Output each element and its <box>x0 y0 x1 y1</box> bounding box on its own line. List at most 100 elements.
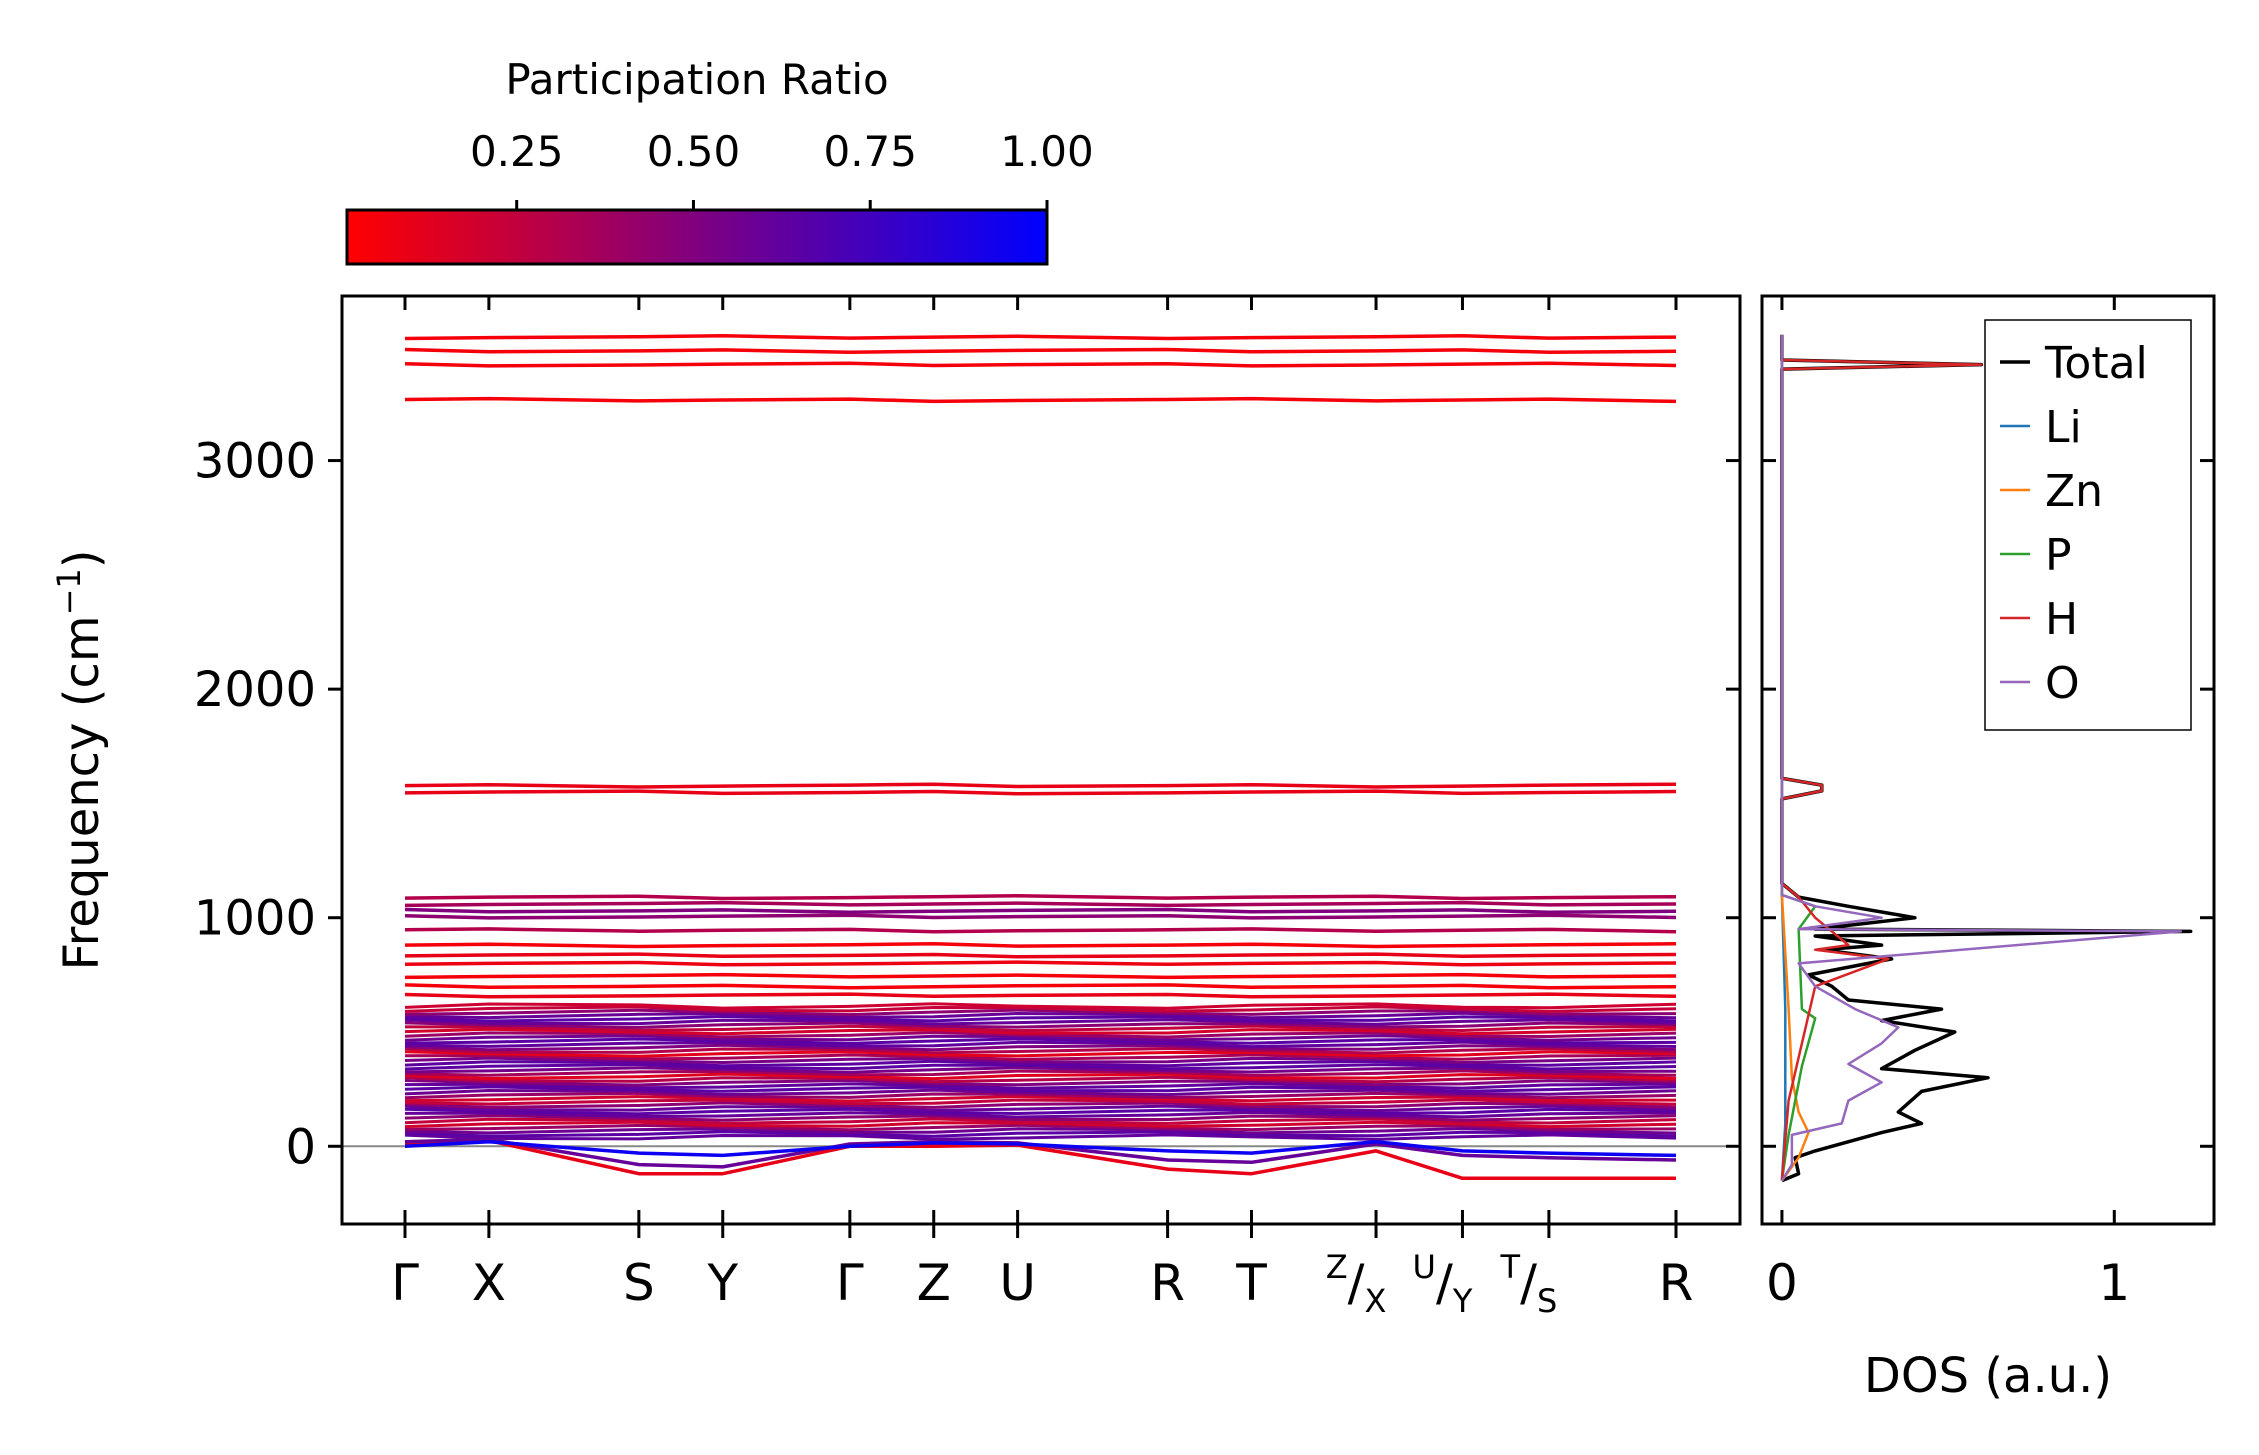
dense-band <box>404 1104 1677 1113</box>
dense-band <box>404 1050 1677 1058</box>
dense-band <box>404 1053 1677 1061</box>
dos-series-h <box>1780 334 1983 1181</box>
dense-band <box>404 1066 1677 1074</box>
dense-band <box>404 1114 1677 1122</box>
k-point-label: S <box>623 1254 655 1312</box>
dense-band <box>404 1005 1677 1013</box>
flat-band <box>404 894 1677 901</box>
dense-band <box>404 1120 1677 1129</box>
dos-x-tick-label: 0 <box>1766 1254 1798 1312</box>
dos-x-tick-label: 1 <box>2098 1254 2130 1312</box>
dos-axes-frame <box>1760 294 2216 1226</box>
dense-band <box>404 1098 1677 1106</box>
flat-band <box>404 913 1677 920</box>
band-axes-frame <box>340 294 1742 1226</box>
y-tick-label: 0 <box>285 1119 316 1175</box>
y-tick-label: 3000 <box>194 434 316 490</box>
flat-band <box>404 907 1677 914</box>
colorbar-tick-label: 0.25 <box>470 127 564 176</box>
dense-band <box>404 1027 1677 1036</box>
dense-band <box>404 1069 1677 1077</box>
flat-band <box>404 992 1677 999</box>
dense-band <box>404 1088 1677 1097</box>
flat-band <box>404 972 1677 980</box>
k-point-combined-label: U/Y <box>1413 1248 1473 1320</box>
k-point-label: Y <box>706 1254 738 1312</box>
dense-band <box>404 1085 1677 1093</box>
dispersive-band <box>404 1139 1677 1158</box>
flat-band <box>404 782 1677 789</box>
k-point-label: X <box>472 1254 506 1312</box>
dense-band <box>404 1126 1677 1135</box>
dense-band <box>404 1011 1677 1020</box>
y-axis-label-end: ) <box>54 549 110 568</box>
dense-band <box>404 1030 1677 1039</box>
dense-band <box>404 1008 1677 1017</box>
dense-band <box>404 1024 1677 1033</box>
dense-band <box>404 1123 1677 1132</box>
dos-legend: Total Li Zn PHO <box>1984 319 2192 731</box>
dense-band <box>404 1063 1677 1071</box>
dos-series-o <box>1780 334 2183 1182</box>
k-point-label: R <box>1150 1254 1185 1312</box>
y-axis-label-main: Frequency (cm <box>54 615 110 970</box>
flat-band <box>404 396 1677 404</box>
colorbar <box>345 208 1049 266</box>
flat-band <box>404 347 1677 354</box>
dense-band <box>404 1082 1677 1090</box>
dense-band <box>404 1094 1677 1103</box>
k-point-label: Γ <box>836 1254 864 1312</box>
colorbar-label: Participation Ratio <box>505 55 888 104</box>
dense-band <box>404 1072 1677 1081</box>
dense-band <box>404 1133 1677 1141</box>
colorbar-tick-label: 0.75 <box>823 127 917 176</box>
k-point-label: T <box>1235 1254 1267 1312</box>
flat-band <box>404 927 1677 934</box>
legend-frame <box>1984 319 2192 731</box>
dense-band <box>404 1040 1677 1049</box>
y-axis-label-sup: −1 <box>50 568 88 615</box>
flat-band <box>404 942 1677 949</box>
flat-band <box>404 952 1677 959</box>
flat-band <box>404 900 1677 908</box>
band-structure-lines <box>342 334 1740 1181</box>
dense-band <box>404 1002 1677 1010</box>
legend-label: Zn <box>2045 466 2103 517</box>
dense-band <box>404 1107 1677 1116</box>
dense-band <box>404 1034 1677 1042</box>
colorbar-tick-label: 0.50 <box>647 127 741 176</box>
flat-band <box>404 983 1677 990</box>
legend-label: P <box>2045 530 2072 581</box>
dense-band <box>404 1117 1677 1125</box>
k-point-label: Z <box>917 1254 951 1312</box>
dense-band <box>404 1078 1677 1087</box>
dense-band <box>404 1059 1677 1068</box>
k-point-label: R <box>1659 1254 1694 1312</box>
y-tick-label: 2000 <box>194 662 316 718</box>
k-point-label: U <box>999 1254 1036 1312</box>
dense-band <box>404 1101 1677 1109</box>
dense-band <box>404 1110 1677 1119</box>
dense-band <box>404 1130 1677 1138</box>
y-tick-label: 1000 <box>194 891 316 947</box>
k-point-label: Γ <box>391 1254 419 1312</box>
dense-band <box>404 1014 1677 1023</box>
flat-band <box>404 334 1677 341</box>
colorbar-tick-label: 1.00 <box>1000 127 1094 176</box>
dos-x-axis-label: DOS (a.u.) <box>1864 1348 2112 1404</box>
flat-band <box>404 789 1677 796</box>
dense-band <box>404 1043 1677 1052</box>
k-point-combined-label: Z/X <box>1326 1248 1387 1320</box>
y-axis-label: Frequency (cm−1) <box>50 549 110 970</box>
legend-label: H <box>2045 594 2078 645</box>
dense-band <box>404 1056 1677 1065</box>
legend-label: Total <box>2044 338 2148 389</box>
flat-band <box>404 361 1677 368</box>
dos-lines <box>1780 334 2193 1183</box>
dense-band <box>404 1075 1677 1084</box>
dense-band <box>404 1021 1677 1029</box>
dense-band <box>404 1037 1677 1045</box>
